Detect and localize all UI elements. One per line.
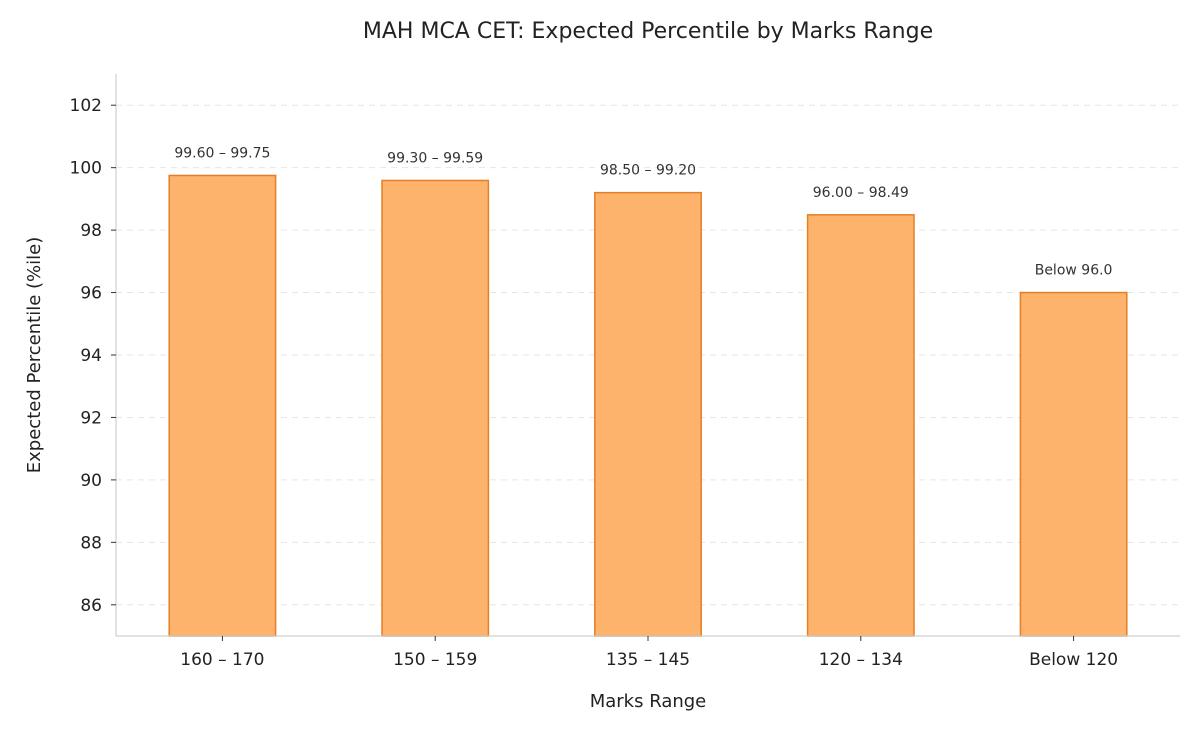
bar-data-label: 98.50 – 99.20 [600,163,696,179]
y-axis-title: Expected Percentile (%ile) [24,237,45,473]
x-tick-label: 160 – 170 [180,650,264,670]
y-tick-label: 102 [70,96,102,116]
y-tick-label: 92 [80,408,102,428]
y-tick-label: 98 [80,221,102,241]
bar [168,174,277,637]
x-tick-label: Below 120 [1029,650,1118,670]
bar-data-label: 99.60 – 99.75 [174,145,270,161]
y-tick-label: 94 [80,346,102,366]
data-labels: 99.60 – 99.75 99.30 – 99.59 98.50 – 99.20 9… [174,145,1112,278]
y-tick-label: 100 [70,159,102,179]
x-tick-label: 120 – 134 [819,650,903,670]
y-axis-ticks: 86 88 90 92 94 96 98 100 102 [70,96,116,616]
chart-title: MAH MCA CET: Expected Percentile by Mark… [363,19,933,44]
x-axis-title: Marks Range [590,691,707,712]
bar [1019,291,1128,637]
y-tick-label: 88 [80,533,102,553]
bar-data-label: Below 96.0 [1035,263,1113,279]
y-tick-label: 90 [80,471,102,491]
bars [168,174,1128,637]
bar-data-label: 99.30 – 99.59 [387,150,483,166]
x-tick-label: 150 – 159 [393,650,477,670]
bar [381,179,490,637]
bar [806,214,915,637]
y-tick-label: 86 [80,596,102,616]
x-tick-label: 135 – 145 [606,650,690,670]
bar-data-label: 96.00 – 98.49 [813,185,909,201]
bar [594,191,702,637]
x-axis-ticks: 160 – 170 150 – 159 135 – 145 120 – 134 Belo… [180,636,1118,670]
y-tick-label: 96 [80,284,102,304]
